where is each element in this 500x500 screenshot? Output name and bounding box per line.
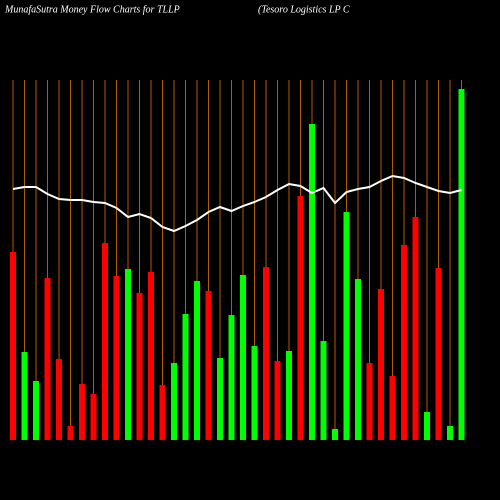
bar: [401, 245, 407, 440]
bar: [274, 361, 281, 440]
bar: [378, 289, 384, 440]
bar: [251, 346, 258, 440]
bar: [148, 272, 154, 440]
bar: [412, 217, 419, 440]
bar: [447, 426, 453, 440]
bar: [424, 412, 430, 440]
bar: [44, 278, 51, 440]
bar: [159, 385, 166, 440]
chart-title: MunafaSutra Money Flow Charts for TLLP: [4, 4, 180, 15]
bar: [102, 243, 108, 440]
bar: [33, 381, 39, 440]
bar: [320, 341, 327, 440]
bar: [113, 276, 120, 440]
bar: [458, 89, 465, 440]
bar: [228, 315, 235, 440]
bar: [194, 281, 200, 440]
bar: [263, 267, 269, 440]
bar: [366, 363, 373, 440]
bar: [171, 363, 177, 440]
bar: [217, 358, 223, 440]
bar: [343, 212, 350, 440]
bar: [10, 252, 16, 440]
bar: [136, 293, 143, 440]
bar: [240, 275, 246, 440]
bar: [79, 384, 85, 440]
bar: [125, 269, 131, 440]
bar: [205, 291, 212, 440]
bar: [435, 268, 442, 440]
bar: [297, 196, 304, 440]
money-flow-line: [12, 174, 462, 233]
bar: [67, 426, 74, 440]
bar: [309, 124, 315, 440]
bar: [56, 359, 62, 440]
chart-subtitle: (Tesoro Logistics LP C: [258, 4, 350, 15]
bar: [332, 429, 338, 440]
bar: [182, 314, 189, 440]
bar: [355, 279, 361, 440]
bar: [286, 351, 292, 440]
bar: [90, 394, 97, 440]
bar: [21, 352, 28, 440]
bar: [389, 376, 396, 440]
